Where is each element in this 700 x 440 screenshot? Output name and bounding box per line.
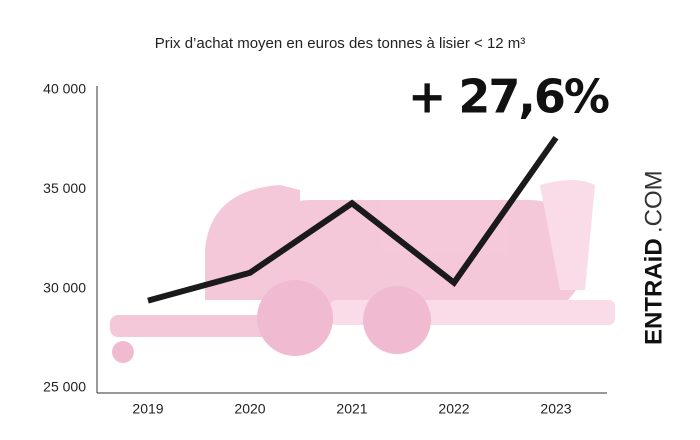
line bbox=[147, 135, 559, 304]
y-tick-label: 25 000 bbox=[43, 379, 86, 395]
y-tick-label: 30 000 bbox=[43, 279, 86, 295]
x-tick-label: 2019 bbox=[132, 401, 163, 417]
x-tick-label: 2022 bbox=[438, 401, 469, 417]
x-tick-label: 2020 bbox=[234, 401, 265, 417]
background-illustration bbox=[110, 180, 615, 363]
x-tick-label: 2021 bbox=[336, 401, 367, 417]
brand: ENTRAiD .COM bbox=[640, 170, 667, 345]
x-tick-label: 2023 bbox=[540, 401, 571, 417]
y-tick-label: 40 000 bbox=[43, 81, 86, 97]
brand-suffix: .COM bbox=[640, 170, 667, 233]
y-tick-label: 35 000 bbox=[43, 180, 86, 196]
annotation: + 27,6% bbox=[408, 70, 609, 124]
chart-title: Prix d’achat moyen en euros des tonnes à… bbox=[155, 35, 526, 52]
brand-name: ENTRAiD bbox=[640, 238, 667, 345]
